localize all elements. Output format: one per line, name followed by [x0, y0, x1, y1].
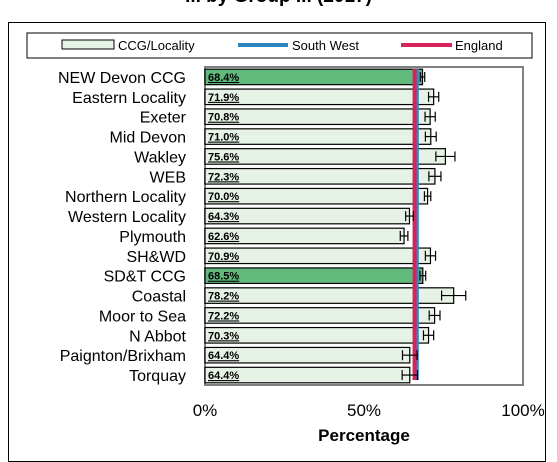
value-label: 68.4%: [208, 72, 239, 84]
x-axis-title: Percentage: [318, 426, 410, 445]
category-labels: NEW Devon CCG Eastern Locality Exeter Mid D…: [58, 70, 187, 385]
x-tick-label: 0%: [193, 401, 218, 420]
category-label: NEW Devon CCG: [58, 70, 186, 87]
error-bars: [399, 71, 467, 381]
category-label: Moor to Sea: [99, 308, 186, 325]
x-tick-label: 100%: [501, 401, 544, 420]
value-label: 70.3%: [208, 330, 239, 342]
category-label: Eastern Locality: [72, 90, 186, 107]
value-label: 71.9%: [208, 92, 239, 104]
category-label: Exeter: [140, 110, 187, 127]
value-label: 64.4%: [208, 350, 239, 362]
x-axis: 0% 50% 100%: [193, 401, 545, 420]
category-label: Wakley: [134, 149, 186, 166]
chart-title: ... by Group ... (2017): [0, 0, 557, 8]
legend-label-south-west: South West: [292, 38, 359, 53]
value-label: 70.9%: [208, 251, 239, 263]
value-label: 64.3%: [208, 211, 239, 223]
x-tick-label: 50%: [347, 401, 381, 420]
bars-group: [204, 68, 455, 384]
value-label: 62.6%: [208, 231, 239, 243]
category-label: Torquay: [129, 368, 186, 385]
legend-label-ccg: CCG/Locality: [118, 38, 195, 53]
legend-label-england: England: [455, 38, 503, 53]
value-label: 72.2%: [208, 310, 239, 322]
value-label: 78.2%: [208, 291, 239, 303]
value-label: 71.0%: [208, 132, 239, 144]
value-label: 68.5%: [208, 271, 239, 283]
legend-swatch-ccg: [61, 39, 115, 50]
category-label: N Abbot: [129, 328, 186, 345]
bar: [204, 148, 447, 165]
category-label: SD&T CCG: [104, 269, 186, 286]
category-label: Northern Locality: [65, 189, 186, 206]
bar: [204, 307, 436, 324]
category-label: Mid Devon: [110, 130, 186, 147]
value-label: 72.3%: [208, 171, 239, 183]
legend: CCG/Locality South West England: [26, 32, 533, 59]
bar: [204, 167, 436, 185]
category-label: Paignton/Brixham: [60, 348, 186, 365]
reference-lines: [412, 69, 419, 380]
category-label: WEB: [150, 169, 186, 186]
value-label: 64.4%: [208, 370, 239, 382]
bar: [204, 88, 435, 106]
category-label: SH&WD: [126, 249, 186, 266]
plot-area: [204, 66, 524, 386]
bar-chart: CCG/Locality South West England NEW Devo…: [26, 32, 545, 445]
category-label: Coastal: [132, 289, 186, 306]
value-label: 70.8%: [208, 112, 239, 124]
value-label: 75.6%: [208, 151, 239, 163]
category-label: Western Locality: [68, 209, 186, 226]
category-label: Plymouth: [119, 229, 186, 246]
value-labels: 68.4% 71.9% 70.8% 71.0% 75.6% 72.3% 70.0% 64.3%…: [208, 72, 239, 382]
value-label: 70.0%: [208, 191, 239, 203]
